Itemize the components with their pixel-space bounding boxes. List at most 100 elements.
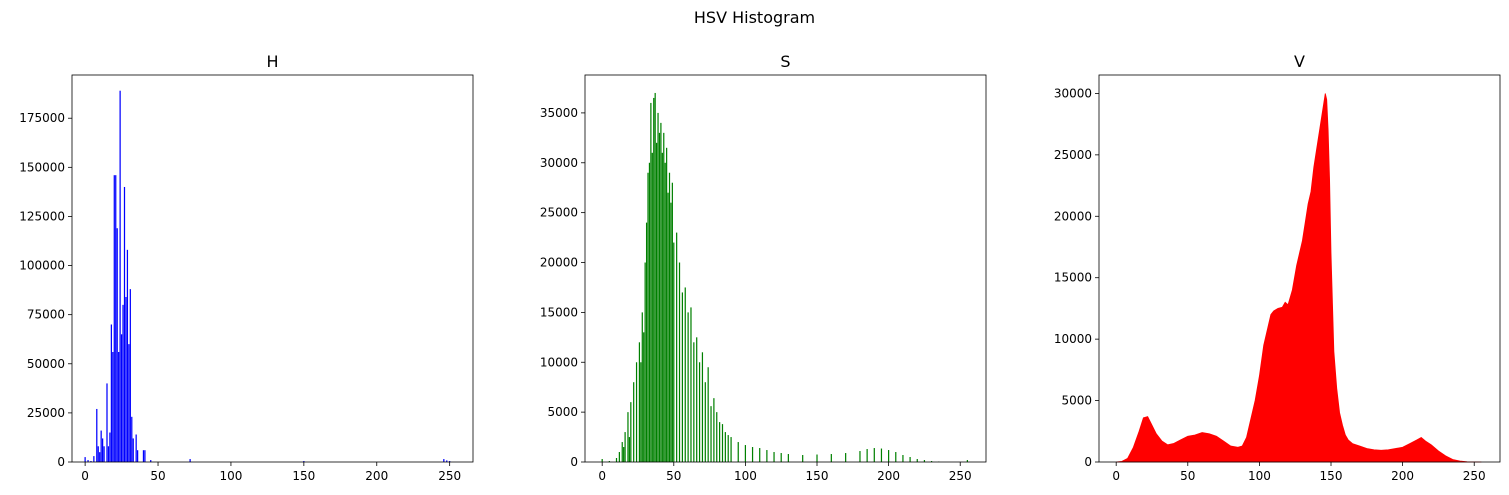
histogram-bar <box>716 412 718 462</box>
histogram-bar <box>122 304 124 462</box>
y-tick-label: 100000 <box>19 259 65 273</box>
histogram-bar <box>150 460 152 462</box>
histogram-bar <box>666 147 668 462</box>
histogram-bar <box>713 398 715 462</box>
histogram-bar <box>116 228 118 462</box>
x-tick-label: 150 <box>1320 469 1343 483</box>
histogram-bar <box>623 447 625 462</box>
x-tick-label: 50 <box>1180 469 1195 483</box>
histogram-bar <box>698 362 701 462</box>
histogram-bar <box>643 332 645 462</box>
x-tick-label: 100 <box>734 469 757 483</box>
subplot-title: H <box>266 52 278 71</box>
histogram-bar <box>690 307 692 462</box>
histogram-bar <box>641 312 643 462</box>
histogram-bar <box>930 461 933 462</box>
histogram-bar <box>303 461 305 462</box>
histogram-bar <box>780 453 782 462</box>
histogram-bar <box>773 452 775 462</box>
histogram-bar <box>766 450 768 462</box>
histogram-bar <box>676 232 678 462</box>
histogram-bar <box>129 289 131 462</box>
histogram-bar <box>107 446 110 462</box>
histogram-bar <box>654 92 656 462</box>
histogram-bar <box>144 450 146 462</box>
histogram-bar <box>640 362 642 462</box>
histogram-bar <box>687 312 689 462</box>
histogram-bar <box>110 324 112 462</box>
histogram-bar <box>621 442 623 462</box>
histogram-bar <box>648 162 651 462</box>
x-tick-label: 250 <box>1463 469 1486 483</box>
x-tick-label: 50 <box>150 469 165 483</box>
histogram-bar <box>655 142 658 462</box>
histogram-bar <box>873 448 875 462</box>
x-tick-label: 200 <box>365 469 388 483</box>
histogram-bar <box>627 412 629 462</box>
subplot-title: V <box>1294 52 1305 71</box>
histogram-bar <box>650 102 652 463</box>
histogram-bar <box>730 437 732 462</box>
histogram-bar <box>923 460 926 462</box>
histogram-bar <box>802 455 804 462</box>
histogram-bar <box>678 262 681 462</box>
histogram-bar <box>638 342 641 462</box>
histogram-bar <box>681 292 683 462</box>
x-tick-label: 250 <box>438 469 461 483</box>
histogram-bar <box>99 452 101 462</box>
histogram-bar <box>102 438 104 462</box>
histogram-bar <box>710 406 712 462</box>
histogram-bar <box>119 90 121 463</box>
x-tick-label: 150 <box>806 469 829 483</box>
histogram-bar <box>644 262 646 462</box>
histogram-bar <box>120 334 123 462</box>
histogram-bar <box>103 446 105 462</box>
histogram-bar <box>719 422 721 462</box>
y-tick-label: 25000 <box>27 406 65 420</box>
axes-frame <box>71 74 474 463</box>
histogram-bar <box>816 454 818 462</box>
histogram-bar <box>859 451 861 462</box>
histogram-bar <box>724 432 726 462</box>
histogram-bar <box>707 367 709 462</box>
histogram-bar <box>661 152 663 463</box>
histogram-bar <box>109 432 111 462</box>
x-tick-label: 0 <box>81 469 89 483</box>
histogram-bar <box>660 122 662 463</box>
histogram-bar <box>115 175 117 463</box>
x-tick-label: 200 <box>877 469 900 483</box>
histogram-bar <box>443 459 445 462</box>
histogram-bar <box>693 342 695 462</box>
y-tick-label: 30000 <box>1054 86 1092 100</box>
histogram-bar <box>123 186 126 463</box>
axes-frame <box>584 74 987 463</box>
y-tick-label: 0 <box>57 455 65 469</box>
x-tick-label: 100 <box>1248 469 1271 483</box>
y-tick-label: 5000 <box>547 405 578 419</box>
histogram-bar <box>100 430 102 462</box>
y-tick-label: 10000 <box>540 355 578 369</box>
subplot-v: V 0 50 100 150 200 250 0 5000 10000 15000 20000 2500… <box>1054 52 1501 483</box>
histogram-bar <box>131 416 133 462</box>
x-tick-label: 0 <box>1112 469 1120 483</box>
y-tick-label: 0 <box>1084 455 1092 469</box>
histogram-bar <box>618 452 620 462</box>
y-tick-label: 5000 <box>1061 394 1092 408</box>
x-tick-label: 0 <box>598 469 606 483</box>
histogram-bar <box>727 435 729 462</box>
histogram-area <box>1116 93 1482 463</box>
y-tick-label: 15000 <box>540 305 578 319</box>
x-tick-label: 50 <box>666 469 681 483</box>
histogram-bar <box>668 172 671 462</box>
histogram-bar <box>125 296 127 462</box>
histogram-bar <box>608 461 610 462</box>
histogram-bar <box>628 437 631 462</box>
histogram-bar <box>888 450 890 462</box>
histogram-bar <box>701 352 704 462</box>
x-tick-label: 250 <box>949 469 972 483</box>
histogram-bar <box>671 182 673 462</box>
y-tick-label: 25000 <box>1054 148 1092 162</box>
x-tick-label: 100 <box>219 469 242 483</box>
histogram-bar <box>657 112 659 462</box>
histogram-bar <box>136 450 139 462</box>
